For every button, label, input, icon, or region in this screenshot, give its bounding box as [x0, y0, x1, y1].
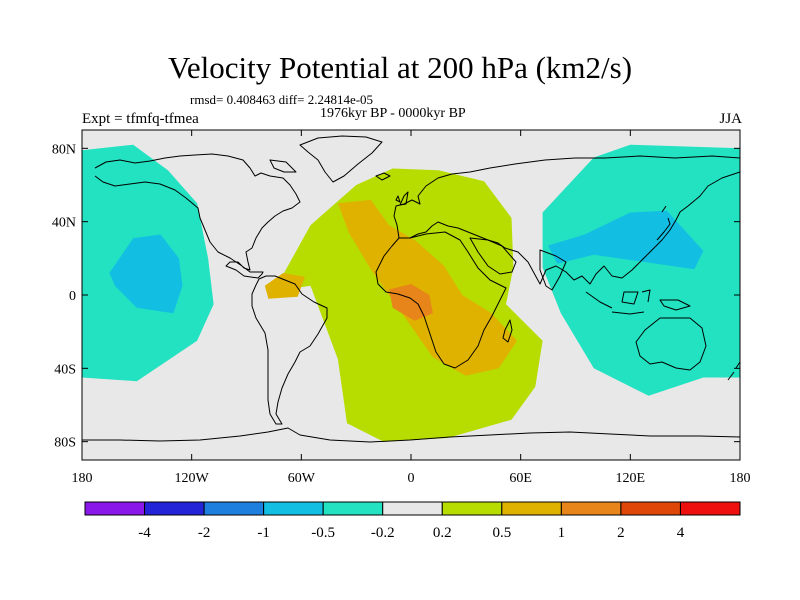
experiment-label: Expt = tfmfq-tfmea: [82, 111, 199, 127]
colorbar-label: 1: [558, 525, 566, 541]
coast-australia: [635, 317, 707, 371]
colorbar-swatch: [263, 501, 324, 516]
coast-greenland: [299, 135, 383, 183]
colorbar-swatch: [620, 501, 681, 516]
lat-label: 80S: [54, 436, 76, 451]
contour-negative-west-0.5: [109, 234, 183, 314]
coast-eurasia: [393, 155, 740, 285]
season-label: JJA: [719, 111, 742, 127]
colorbar-label: 0.2: [433, 525, 452, 541]
colorbar-swatch: [382, 501, 443, 516]
coast-north-america: [94, 153, 301, 279]
coast-iceland: [375, 172, 391, 181]
lon-label: 60E: [509, 471, 532, 486]
colorbar-label: -4: [138, 525, 151, 541]
colorbar-swatch: [501, 501, 562, 516]
coast-arabia: [469, 237, 517, 275]
rmsd-diff-stats: rmsd= 0.408463 diff= 2.24814e-05: [190, 92, 374, 107]
coast-africa: [375, 231, 507, 369]
colorbar-label: -0.2: [371, 525, 395, 541]
lon-label: 60W: [288, 471, 316, 486]
lat-label: 0: [69, 289, 76, 304]
lon-label: 0: [408, 471, 415, 486]
colorbar-label: 4: [677, 525, 685, 541]
lon-label: 120E: [616, 471, 646, 486]
coast-antarctica: [82, 427, 740, 443]
coast-japan: [656, 205, 671, 241]
colorbar-swatch: [203, 501, 265, 516]
lat-label: 40S: [54, 362, 76, 377]
contour-positive-0.5: [337, 199, 517, 376]
coast-madagascar: [502, 319, 513, 343]
contour-negative-east-0.2: [542, 144, 740, 396]
colorbar-label: 0.5: [492, 525, 511, 541]
coast-indonesia: [585, 289, 691, 315]
time-period-label: 1976kyr BP - 0000kyr BP: [320, 106, 466, 121]
coast-south-america: [251, 275, 328, 425]
coast-uk: [395, 191, 409, 206]
colorbar-swatch: [560, 501, 622, 516]
colorbar-swatch: [441, 501, 503, 516]
chart-title: Velocity Potential at 200 hPa (km2/s): [167, 50, 633, 85]
contour-positive-0.5-west: [264, 273, 305, 299]
contour-negative-east-0.5: [548, 210, 704, 270]
colorbar-label: -1: [257, 525, 270, 541]
colorbar-label: 2: [617, 525, 625, 541]
coast-new-zealand: [727, 361, 740, 381]
coast-india: [539, 249, 567, 291]
colorbar-swatch: [144, 501, 205, 516]
colorbar-label: -0.5: [311, 525, 335, 541]
coast-baffin: [269, 159, 297, 173]
colorbar-swatch: [84, 501, 146, 516]
lon-label: 180: [72, 471, 93, 486]
lat-label: 40N: [52, 216, 76, 231]
lon-label: 120W: [175, 471, 210, 486]
colorbar-swatch: [679, 501, 741, 516]
contour-layer: [82, 144, 740, 442]
coastlines: [82, 135, 740, 443]
lat-label: 80N: [52, 142, 76, 157]
colorbar: -4 -2 -1 -0.5 -0.2 0.2 0.5 1 2 4: [84, 501, 741, 541]
lon-label: 180: [730, 471, 751, 486]
colorbar-label: -2: [198, 525, 211, 541]
colorbar-swatch: [322, 501, 384, 516]
map-axes: 80N 40N 0 40S 80S 180 120W 60W 0 60E 120E 180: [52, 130, 751, 486]
